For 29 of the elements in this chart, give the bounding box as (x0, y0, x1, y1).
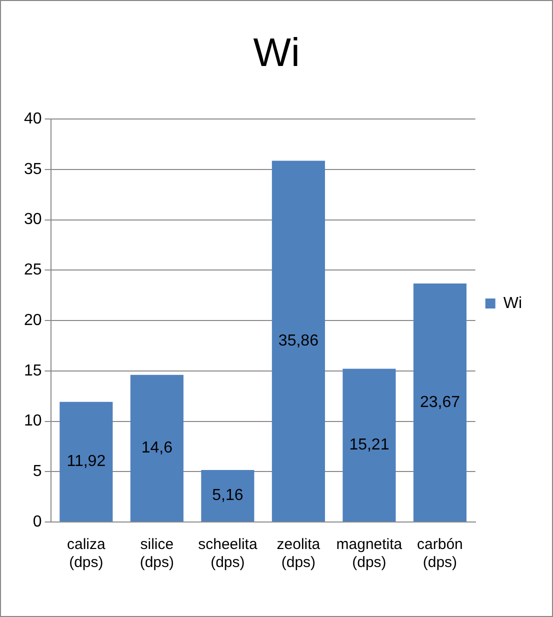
x-tick-label: caliza (dps) (66, 536, 106, 572)
chart-title: Wi (253, 31, 300, 76)
y-tick-label: 25 (24, 262, 42, 279)
y-tick-label: 30 (24, 211, 42, 228)
data-label: 23,67 (420, 394, 460, 411)
x-tick-label: scheelita (dps) (198, 536, 258, 572)
x-tick-label: carbón (dps) (417, 536, 463, 572)
bar (272, 160, 325, 522)
bar (342, 368, 396, 522)
y-tick-label: 20 (24, 312, 42, 329)
bar (60, 402, 113, 522)
bar (413, 284, 466, 522)
data-label: 35,86 (278, 332, 319, 350)
data-label: 11,92 (66, 453, 106, 470)
bar (201, 470, 254, 522)
x-tick-label: silice (dps) (140, 536, 174, 572)
y-tick-label: 15 (24, 362, 42, 380)
y-tick-label: 10 (24, 412, 42, 430)
data-label: 14,6 (141, 440, 173, 457)
y-tick-label: 40 (24, 110, 42, 128)
bar (130, 374, 184, 522)
data-label: 15,21 (349, 436, 390, 454)
legend-label: Wi (503, 294, 522, 312)
x-tick-label: zeolita (dps) (276, 536, 321, 572)
y-tick-label: 5 (32, 463, 42, 480)
x-tick-label: magnetita (dps) (336, 536, 403, 572)
data-label: 5,16 (212, 487, 244, 504)
y-tick-label: 35 (24, 160, 42, 178)
y-tick-label: 0 (32, 513, 42, 530)
